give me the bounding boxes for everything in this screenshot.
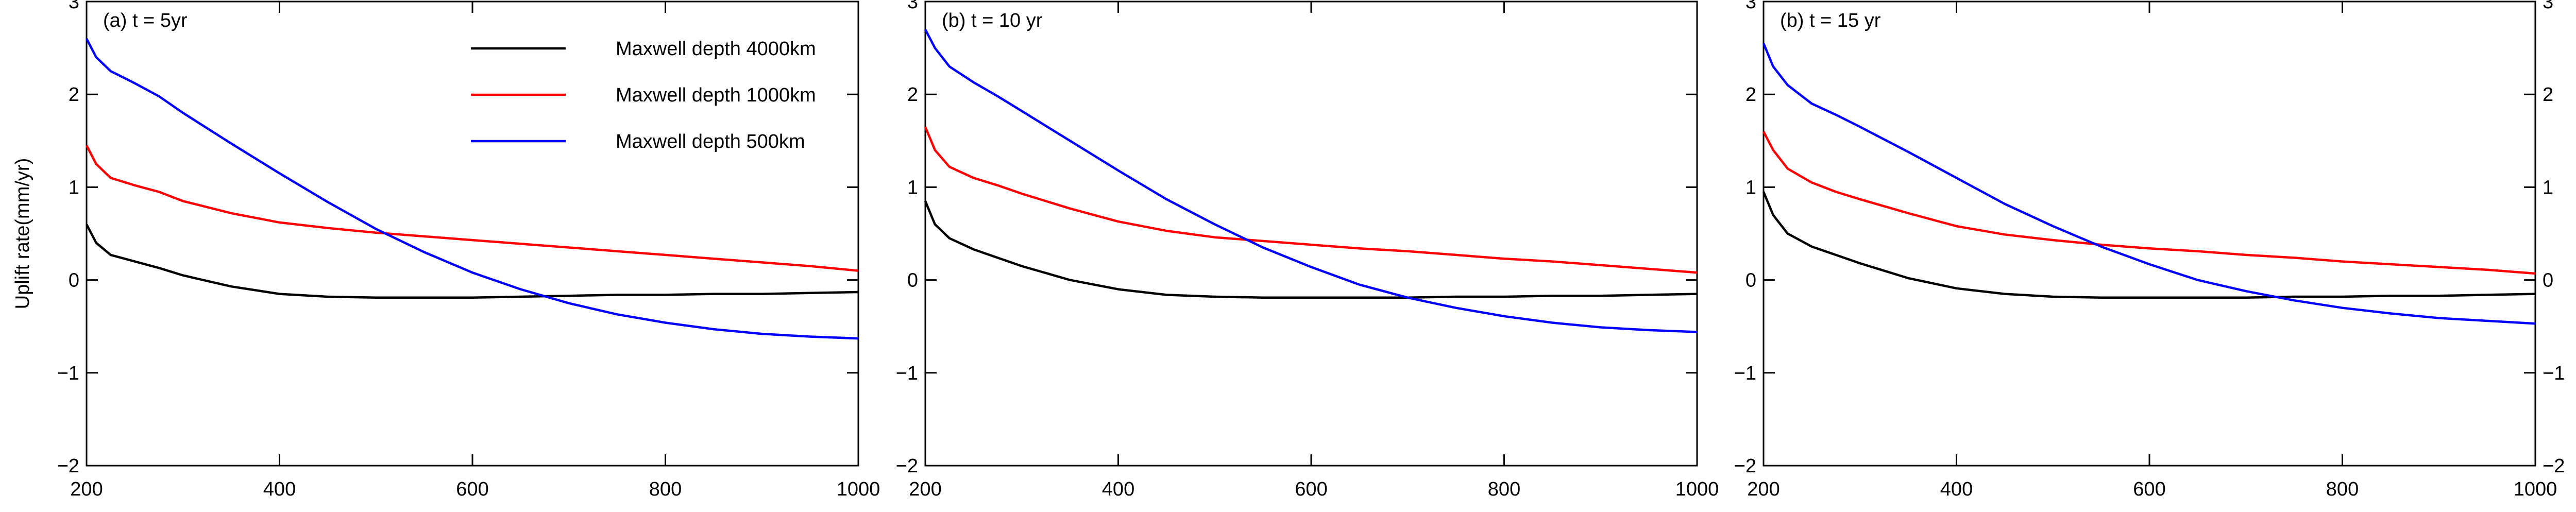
y-tick-label: 0	[69, 270, 79, 292]
series-line	[1762, 191, 2536, 299]
plot-frame	[924, 1, 1698, 467]
x-tick-label: 1000	[2514, 479, 2557, 500]
y-tick-label: 3	[907, 0, 918, 13]
series-line	[924, 126, 1698, 274]
y2-tick-label: −1	[2543, 363, 2565, 384]
y2-tick-label: 0	[2543, 270, 2553, 292]
y-tick-label: 2	[69, 84, 79, 106]
x-tick-label: 400	[1940, 479, 1973, 500]
y-tick-label: 2	[907, 84, 918, 106]
y2-tick-label: 2	[2543, 84, 2553, 106]
x-tick-label: 400	[1102, 479, 1134, 500]
x-tick-label: 200	[909, 479, 941, 500]
y2-tick-label: −2	[2543, 455, 2565, 477]
x-tick-label: 1000	[837, 479, 880, 500]
y-tick-label: 0	[907, 270, 918, 292]
series-line	[86, 38, 859, 340]
y-tick-label: −2	[1734, 455, 1756, 477]
y2-tick-label: 3	[2543, 0, 2553, 13]
x-tick-label: 400	[263, 479, 296, 500]
y-axis-label: Uplift rate(mm/yr)	[12, 158, 33, 309]
x-tick-label: 1000	[1675, 479, 1719, 500]
series-line	[924, 29, 1698, 333]
series-line	[86, 145, 859, 272]
y-tick-label: 3	[1745, 0, 1756, 13]
x-tick-label: 800	[2326, 479, 2359, 500]
x-tick-label: 800	[649, 479, 682, 500]
y2-tick-label: 1	[2543, 177, 2553, 198]
series-line	[1762, 43, 2536, 325]
y-tick-label: 3	[69, 0, 79, 13]
panel-title: (b) t = 10 yr	[942, 10, 1043, 31]
legend-label: Maxwell depth 4000km	[616, 38, 816, 60]
series-line	[1762, 131, 2536, 275]
legend-label: Maxwell depth 500km	[616, 131, 805, 152]
y-tick-label: −2	[57, 455, 79, 477]
y-tick-label: −1	[57, 363, 79, 384]
y-tick-label: 0	[1745, 270, 1756, 292]
x-tick-label: 800	[1488, 479, 1520, 500]
plot-frame	[86, 1, 859, 467]
y-tick-label: 1	[1745, 177, 1756, 198]
x-tick-label: 600	[2133, 479, 2165, 500]
panel-title: (b) t = 15 yr	[1780, 10, 1881, 31]
x-tick-label: 600	[456, 479, 488, 500]
series-line	[86, 224, 859, 299]
x-tick-label: 200	[70, 479, 103, 500]
series-line	[924, 200, 1698, 299]
x-tick-label: 200	[1747, 479, 1780, 500]
y-tick-label: 1	[69, 177, 79, 198]
y-tick-label: 2	[1745, 84, 1756, 106]
y-tick-label: −1	[1734, 363, 1756, 384]
y-tick-label: −2	[896, 455, 918, 477]
y-tick-label: −1	[896, 363, 918, 384]
legend-label: Maxwell depth 1000km	[616, 84, 816, 106]
y-tick-label: 1	[907, 177, 918, 198]
panel-title: (a) t = 5yr	[103, 10, 188, 31]
plot-frame	[1762, 1, 2536, 467]
x-tick-label: 600	[1295, 479, 1327, 500]
